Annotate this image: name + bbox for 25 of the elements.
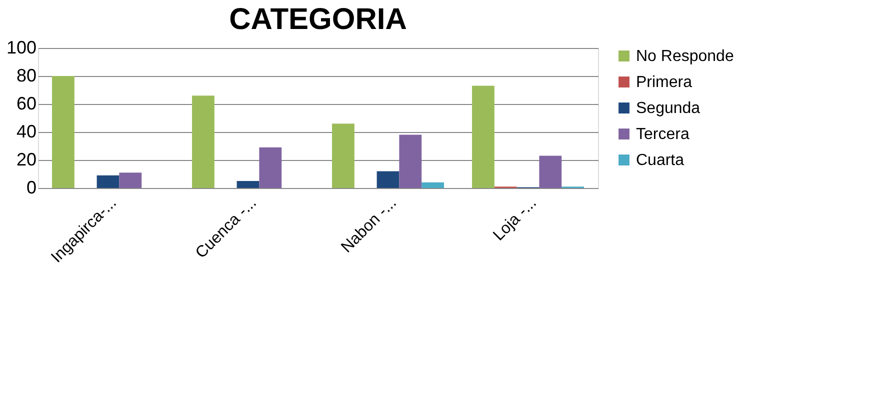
y-tick-label: 40 <box>16 122 36 142</box>
legend-label: Primera <box>636 74 692 91</box>
legend-label: No Responde <box>636 48 734 65</box>
y-tick-label: 0 <box>26 178 36 198</box>
bar <box>472 86 494 188</box>
legend-label: Cuarta <box>636 152 684 169</box>
bar <box>96 175 120 188</box>
x-tick-label: Loja -... <box>490 194 540 244</box>
bar <box>236 181 260 188</box>
y-tick-label: 100 <box>6 38 36 58</box>
bar <box>332 124 354 188</box>
y-tick-label: 20 <box>16 150 36 170</box>
bar <box>119 172 142 188</box>
bar <box>399 134 422 188</box>
chart-title: CATEGORIA <box>229 3 407 36</box>
legend-label: Tercera <box>636 126 690 143</box>
y-tick-label: 80 <box>16 66 36 86</box>
bar <box>422 182 444 188</box>
bar <box>52 76 74 188</box>
y-tick-label: 60 <box>16 94 36 114</box>
bar <box>192 96 214 188</box>
bar <box>376 171 400 188</box>
bar <box>539 156 562 188</box>
legend-label: Segunda <box>636 100 700 117</box>
bar <box>259 147 282 188</box>
